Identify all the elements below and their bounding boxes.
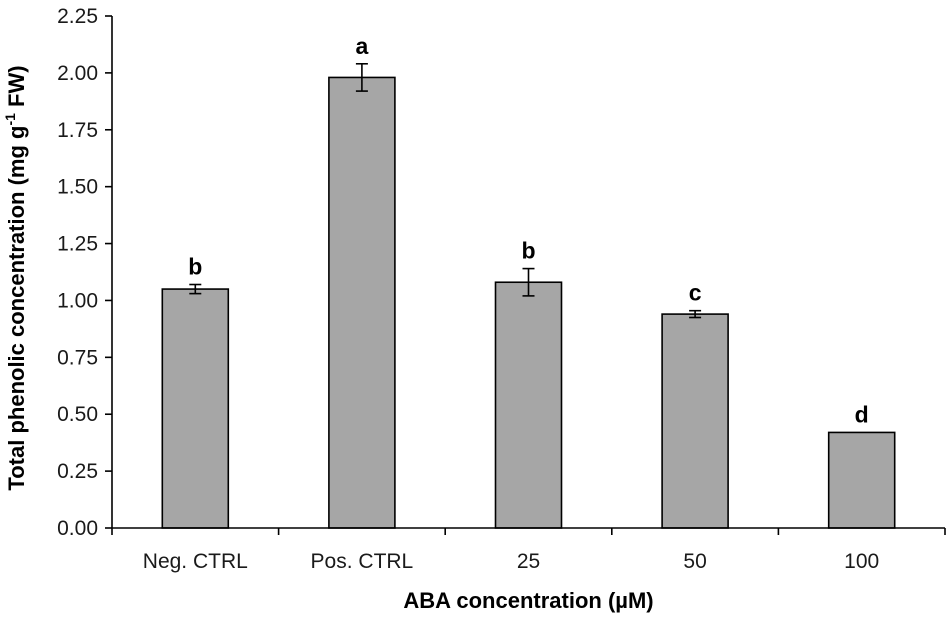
y-axis-title-suffix: FW) xyxy=(4,65,29,113)
x-axis-ticks: Neg. CTRL Pos. CTRL 25 50 100 xyxy=(111,528,946,573)
y-tick-label: 1.75 xyxy=(57,119,98,142)
y-axis-title-prefix: Total phenolic concentration (mg g xyxy=(4,126,29,491)
y-tick-label: 1.00 xyxy=(57,289,98,312)
y-axis-title: Total phenolic concentration (mg g-1 FW) xyxy=(2,65,29,490)
bar-1 xyxy=(328,76,396,529)
x-axis-title: ABA concentration (µM) xyxy=(403,588,653,613)
y-tick-label: 2.00 xyxy=(57,62,98,85)
significance-letter-0: b xyxy=(188,254,202,280)
x-tick-label: 25 xyxy=(517,550,540,573)
y-tick-label: 1.25 xyxy=(57,233,98,256)
y-tick-label: 0.75 xyxy=(57,346,98,369)
error-bars xyxy=(189,62,702,319)
y-tick-label: 1.50 xyxy=(57,176,98,199)
significance-letter-2: b xyxy=(521,238,535,264)
significance-letter-1: a xyxy=(356,33,369,59)
significance-letter-4: d xyxy=(855,401,869,427)
bar-0 xyxy=(161,288,230,529)
bar-4 xyxy=(827,431,896,529)
x-tick-label: 100 xyxy=(844,550,879,573)
bar-2 xyxy=(494,281,563,529)
y-axis-title-superscript: -1 xyxy=(2,113,18,126)
x-tick-label: Neg. CTRL xyxy=(143,550,248,573)
y-tick-label: 0.00 xyxy=(57,517,98,540)
y-axis-ticks: 0.00 0.25 0.50 0.75 1.00 1.25 1.50 1.75 2.00 2.25 xyxy=(57,5,112,540)
bars xyxy=(161,76,896,529)
y-tick-label: 2.25 xyxy=(57,5,98,28)
significance-letter-3: c xyxy=(689,280,702,306)
x-tick-label: 50 xyxy=(683,550,706,573)
y-tick-label: 0.50 xyxy=(57,403,98,426)
bar-3 xyxy=(661,313,729,529)
x-tick-label: Pos. CTRL xyxy=(311,550,414,573)
y-tick-label: 0.25 xyxy=(57,460,98,483)
significance-letters: b a b c d xyxy=(188,33,868,428)
